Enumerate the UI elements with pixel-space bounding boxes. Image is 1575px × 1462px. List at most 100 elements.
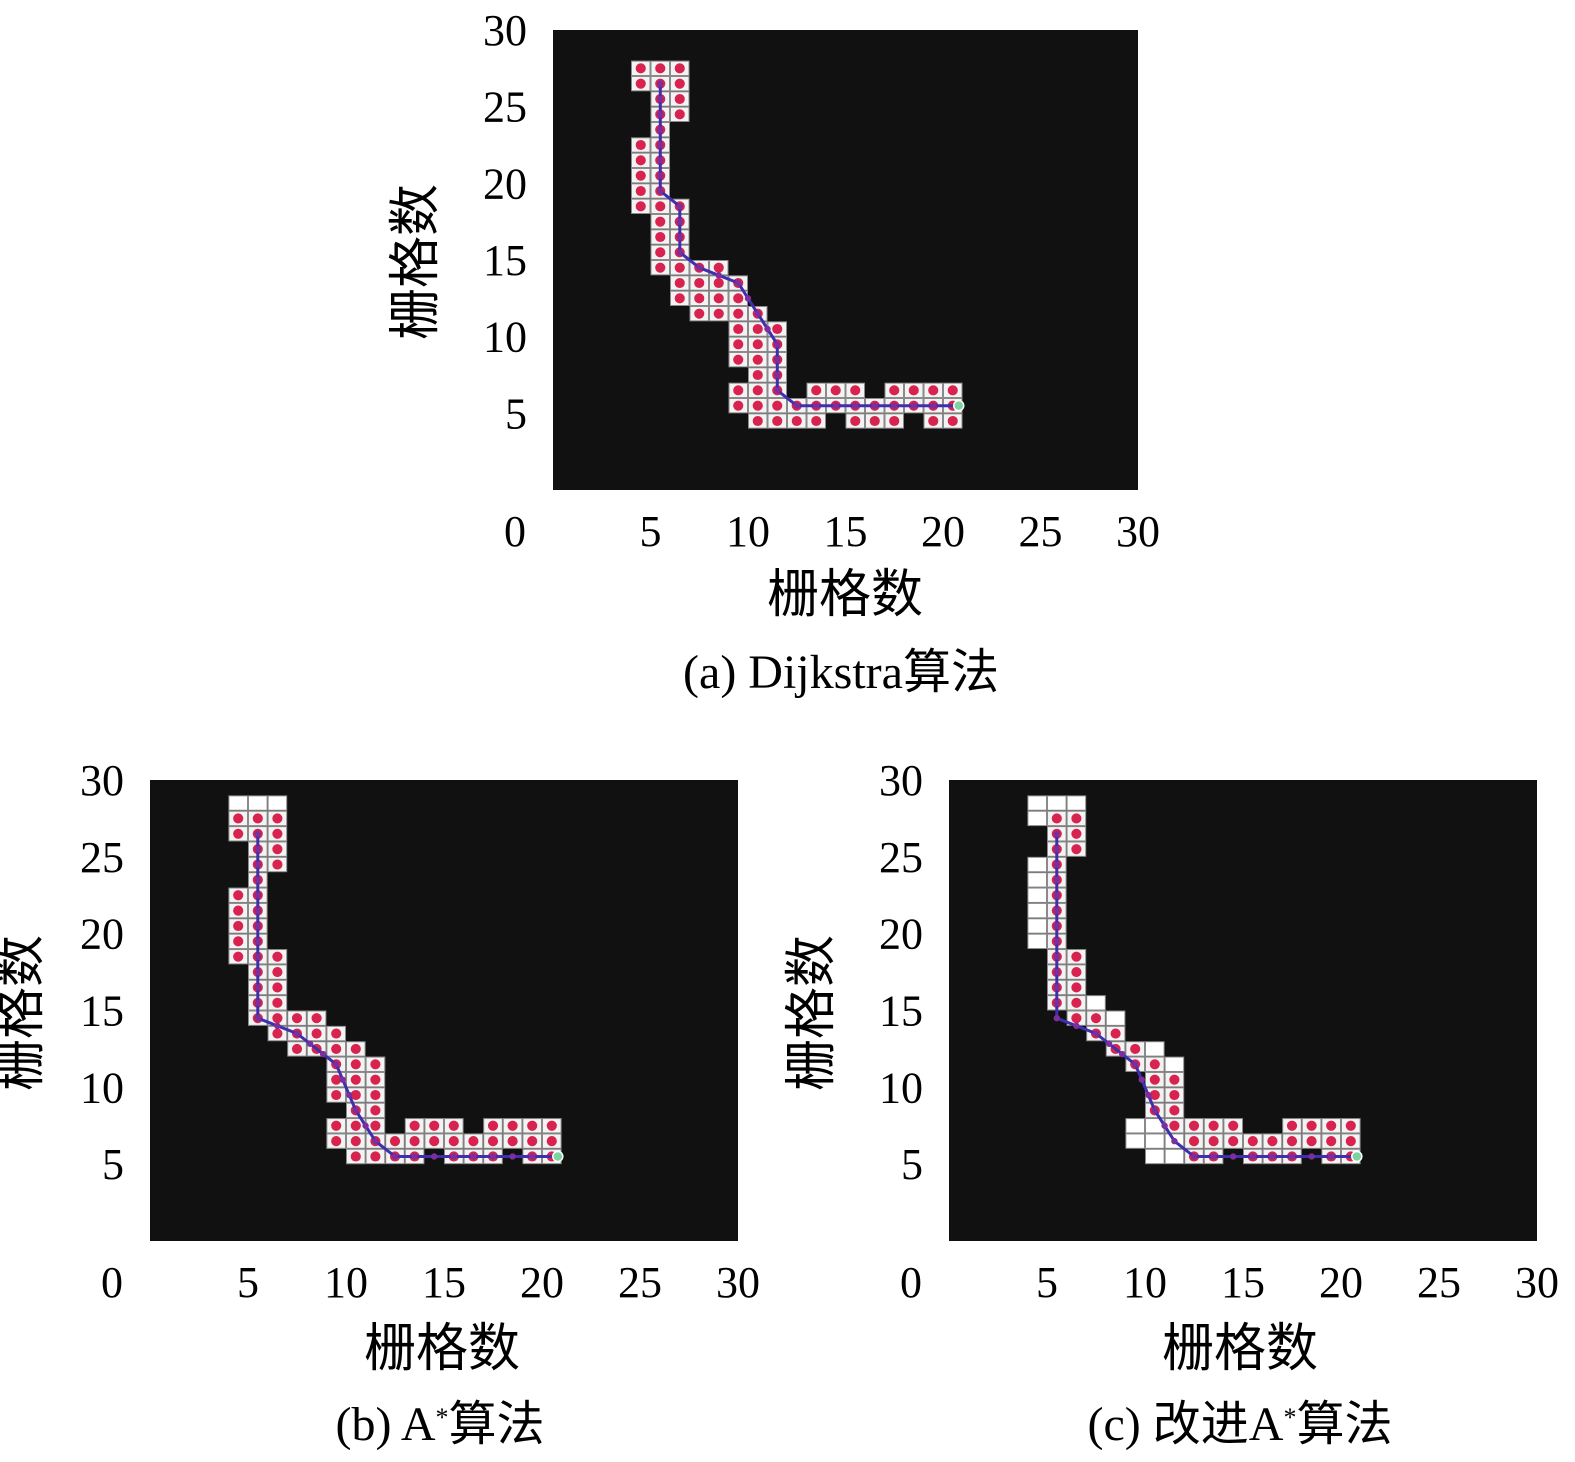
explored-cell-dot [233, 951, 244, 962]
y-tick-label: 30 [879, 756, 923, 805]
y-tick-label: 20 [80, 910, 124, 959]
explored-cell-dot [1286, 1120, 1298, 1131]
explored-cell-dot [1149, 1074, 1160, 1085]
y-tick-label: 5 [102, 1140, 124, 1189]
explored-cell-dot [311, 1013, 322, 1024]
path-point [362, 1122, 369, 1129]
open-cell [1027, 795, 1048, 811]
explored-cell-dot [1090, 1013, 1102, 1024]
explored-cell-dot [635, 78, 646, 89]
x-tick-label: 15 [422, 1258, 466, 1307]
path-point [489, 1153, 497, 1160]
explored-cell-dot [389, 1136, 401, 1147]
path-point [657, 111, 664, 118]
explored-cell-dot [811, 385, 822, 396]
path-point [657, 80, 664, 87]
path-point [1053, 968, 1061, 976]
explored-cell-dot [1169, 1105, 1180, 1116]
explored-cell-dot [546, 1136, 557, 1147]
plot-area [949, 780, 1537, 1241]
path-point [1053, 953, 1061, 960]
explored-cell-dot [674, 93, 685, 105]
path-point [871, 402, 878, 409]
explored-cell-dot [331, 1043, 342, 1054]
explored-cell-dot [947, 385, 958, 396]
explored-cell-dot [947, 415, 958, 427]
open-cell [1027, 887, 1048, 903]
explored-cell-dot [272, 982, 283, 993]
x-tick-label: 10 [324, 1258, 368, 1307]
path-point [346, 1091, 353, 1099]
y-tick-label: 30 [483, 6, 527, 55]
explored-cell-dot [429, 1120, 440, 1131]
open-cell [1164, 1148, 1185, 1165]
path-point [254, 876, 261, 884]
explored-cell-dot [655, 262, 666, 273]
y-tick-label: 30 [80, 756, 124, 805]
explored-cell-dot [694, 277, 705, 289]
explored-cell-dot [1345, 1136, 1356, 1147]
path-point [657, 126, 664, 133]
path-point [254, 892, 261, 899]
explored-cell-dot [733, 308, 744, 319]
path-point [450, 1153, 457, 1160]
explored-cell-dot [409, 1120, 420, 1131]
x-tick-label: 30 [1515, 1258, 1559, 1307]
explored-cell-dot [370, 1105, 381, 1116]
explored-cell-dot [233, 936, 244, 947]
y-tick-label: 5 [505, 389, 527, 438]
explored-cell-dot [233, 813, 244, 824]
explored-cell-dot [752, 323, 763, 335]
explored-cell-dot [350, 1089, 361, 1101]
y-tick-label: 20 [483, 159, 527, 208]
explored-cell-dot [908, 385, 919, 396]
x-tick-label: 15 [1221, 1258, 1265, 1307]
explored-cell-dot [889, 415, 900, 427]
x-tick-label: 10 [726, 507, 770, 556]
open-cell [248, 795, 268, 811]
x-tick-label: 25 [1417, 1258, 1461, 1307]
path-point [1053, 845, 1061, 853]
path-point [1053, 984, 1061, 991]
panel-caption: (c) 改进A*算法 [1088, 1398, 1393, 1451]
path-line [1055, 832, 1353, 1158]
explored-cell-dot [527, 1136, 538, 1147]
explored-cell-dot [674, 262, 685, 273]
explored-cell-dot [1208, 1136, 1219, 1147]
explored-cell-dot [350, 1074, 361, 1085]
explored-cell-dot [850, 415, 861, 427]
plot-area [150, 780, 738, 1241]
y-tick-label: 20 [879, 910, 923, 959]
y-tick-label: 10 [879, 1063, 923, 1112]
explored-cell-dot [1071, 828, 1082, 839]
explored-cell-dot [546, 1120, 557, 1131]
explored-cell-dot [928, 415, 939, 427]
explored-cell-dot [233, 920, 244, 932]
explored-cell-dot [674, 78, 685, 89]
explored-cell-dot [1071, 1013, 1082, 1024]
path-point [910, 402, 917, 409]
explored-cell-dot [370, 1089, 381, 1101]
explored-cell-dot [733, 354, 744, 365]
explored-cell-dot [674, 63, 685, 74]
path-point [1053, 861, 1061, 868]
explored-cell-dot [733, 293, 744, 304]
path-point [254, 907, 261, 914]
explored-cell-dot [772, 323, 783, 335]
x-tick-label: 25 [618, 1258, 662, 1307]
path-point [1092, 1030, 1100, 1037]
y-tick-label: 25 [80, 833, 124, 882]
path-point [352, 1107, 359, 1114]
caption-tail: 算法 [448, 1398, 544, 1451]
path-point [254, 938, 261, 945]
path-point [391, 1153, 399, 1160]
path-point [676, 203, 683, 210]
path-point [1151, 1107, 1159, 1114]
explored-cell-dot [272, 951, 283, 962]
path-point [657, 172, 664, 179]
explored-cell-dot [331, 1028, 342, 1039]
x-tick-label: 30 [716, 1258, 760, 1307]
explored-cell-dot [1071, 844, 1082, 855]
caption-superscript: * [1283, 1403, 1296, 1432]
